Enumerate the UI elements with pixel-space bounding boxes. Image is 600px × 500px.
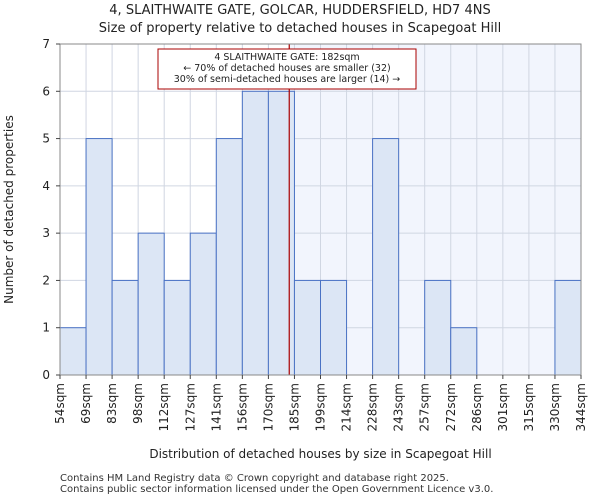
y-tick-label: 5 [42,132,50,146]
x-tick-label: 112sqm [157,383,171,431]
x-tick-label: 199sqm [314,383,328,431]
histogram-bar [241,90,269,376]
chart-title: 4, SLAITHWAITE GATE, GOLCAR, HUDDERSFIEL… [109,3,491,18]
histogram-bar [137,232,165,376]
x-tick-label: 272sqm [444,383,458,431]
y-tick-label: 3 [42,226,50,240]
annotation-box: 4 SLAITHWAITE GATE: 182sqm ← 70% of deta… [157,48,417,90]
histogram-bar [293,279,322,376]
chart-subtitle: Size of property relative to detached ho… [98,21,502,36]
x-tick-label: 185sqm [287,383,301,431]
y-tick-label: 4 [42,179,50,193]
y-tick-label: 1 [42,321,50,335]
y-axis-label: Number of detached properties [2,115,16,304]
y-tick-label: 0 [42,368,50,382]
histogram-bar [163,279,191,376]
histogram-bar [189,232,217,376]
annotation-line: 4 SLAITHWAITE GATE: 182sqm [214,52,359,63]
x-tick-label: 214sqm [340,383,354,431]
x-tick-label: 344sqm [574,383,588,431]
x-tick-label: 54sqm [53,383,67,424]
x-tick-label: 69sqm [79,383,93,424]
histogram-bar [372,138,400,376]
x-tick-label: 301sqm [496,383,510,431]
histogram-chart: 0 1 2 3 4 5 6 7 54sqm 69sqm 83sqm 98sqm 112sqm 127sq… [2,37,588,461]
annotation-line: 30% of semi-detached houses are larger (… [174,74,401,85]
histogram-bar [111,279,139,376]
x-tick-label: 228sqm [366,383,380,431]
histogram-bar [215,138,243,376]
histogram-bar [267,90,295,376]
histogram-bar [320,279,348,376]
histogram-bar [424,279,452,376]
x-tick-label: 170sqm [261,383,275,431]
histogram-bar [85,138,113,376]
x-tick-label: 257sqm [418,383,432,431]
y-tick-label: 6 [42,84,50,98]
x-tick-label: 286sqm [470,383,484,431]
x-tick-label: 330sqm [548,383,562,431]
footer-line: Contains HM Land Registry data © Crown c… [60,473,449,484]
x-tick-label: 243sqm [392,383,406,431]
histogram-bar [554,279,582,376]
x-tick-label: 156sqm [235,383,249,431]
x-axis-label: Distribution of detached houses by size … [149,447,491,461]
x-tick-label: 141sqm [209,383,223,431]
x-tick-label: 315sqm [522,383,536,431]
y-tick-label: 2 [42,273,50,287]
y-tick-label: 7 [42,37,50,51]
annotation-line: ← 70% of detached houses are smaller (32… [183,63,390,74]
x-tick-label: 98sqm [131,383,145,424]
x-tick-label: 127sqm [183,383,197,431]
x-tick-label: 83sqm [105,383,119,424]
histogram-bar [59,327,87,376]
footer-line: Contains public sector information licen… [60,484,494,495]
histogram-bar [450,327,478,376]
